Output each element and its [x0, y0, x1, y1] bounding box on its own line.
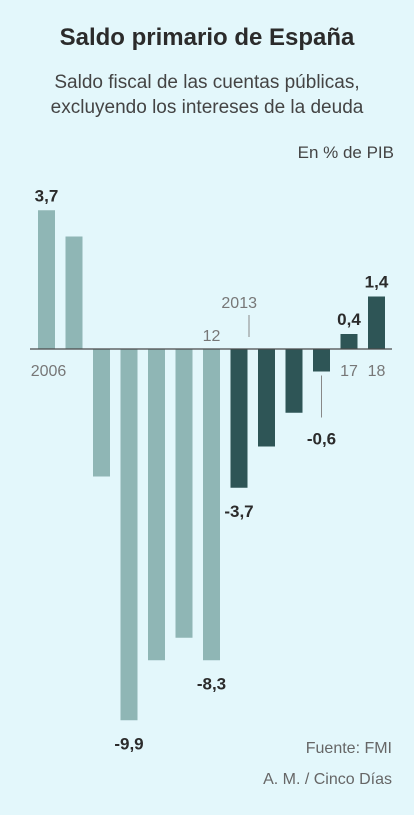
bar-2009 [120, 349, 138, 721]
bar-2015 [285, 349, 303, 413]
bar-2010 [148, 349, 165, 661]
source-note: Fuente: FMI [305, 740, 392, 757]
data-label: 0,4 [337, 310, 361, 329]
data-label: -8,3 [197, 674, 226, 693]
data-label: 3,7 [35, 186, 59, 205]
data-label: -9,9 [114, 734, 143, 753]
tick-label: 12 [203, 328, 221, 345]
bar-2013 [230, 349, 248, 488]
bar-2007 [65, 236, 83, 349]
tick-label: 2013 [221, 295, 257, 312]
chart-title: Saldo primario de España [59, 24, 355, 51]
credit-note: A. M. / Cinco Días [263, 771, 392, 788]
bar-2006 [38, 210, 55, 349]
tick-label: 2006 [31, 363, 67, 380]
unit-label: En % de PIB [297, 143, 394, 162]
data-label: 1,4 [365, 273, 389, 292]
subtitle-line-1: Saldo fiscal de las cuentas públicas, [54, 72, 360, 93]
tick-label: 18 [368, 363, 386, 380]
data-label: -3,7 [224, 502, 253, 521]
chart-subtitle: Saldo fiscal de las cuentas públicas, ex… [0, 70, 414, 120]
bar-2014 [258, 349, 275, 447]
bar-2016 [313, 349, 330, 372]
bar-2018 [368, 296, 385, 349]
subtitle-line-2: excluyendo los intereses de la deuda [50, 97, 364, 118]
bar-2012 [203, 349, 220, 661]
bar-2008 [93, 349, 110, 477]
tick-label: 17 [340, 363, 358, 380]
data-label: -0,6 [307, 430, 336, 449]
bar-2011 [175, 349, 193, 638]
bar-2017 [340, 334, 358, 349]
